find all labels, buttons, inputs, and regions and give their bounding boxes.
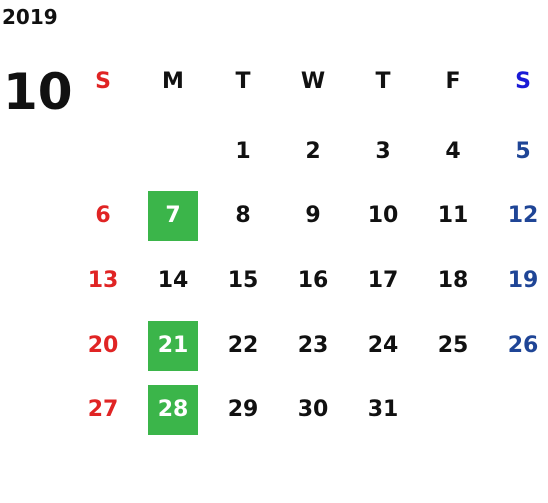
day: 3: [375, 139, 391, 164]
day: 31: [367, 397, 399, 422]
day: 24: [367, 333, 399, 358]
day: 5: [515, 139, 531, 164]
day: 20: [87, 333, 119, 358]
day: 27: [87, 397, 119, 422]
day: 11: [437, 203, 469, 228]
day: 8: [235, 203, 251, 228]
day: 22: [227, 333, 259, 358]
weekday-label: T: [375, 69, 391, 94]
day: 19: [507, 268, 539, 293]
day: 29: [227, 397, 259, 422]
weekday-label: M: [162, 69, 184, 94]
day: 18: [437, 268, 469, 293]
weekday-label: S: [95, 69, 111, 94]
day: 4: [445, 139, 461, 164]
day: 30: [297, 397, 329, 422]
day: 14: [157, 268, 189, 293]
day: 9: [305, 203, 321, 228]
day: 16: [297, 268, 329, 293]
day: 23: [297, 333, 329, 358]
day: 6: [95, 203, 111, 228]
weekday-label: F: [445, 69, 461, 94]
day: 12: [507, 203, 539, 228]
year: 2019: [2, 5, 58, 29]
highlighted-day: 21: [148, 321, 198, 371]
day: 15: [227, 268, 259, 293]
weekday-label: S: [515, 69, 531, 94]
day: 17: [367, 268, 399, 293]
weekday-label: W: [300, 69, 326, 94]
highlighted-day: 7: [148, 191, 198, 241]
weekday-label: T: [235, 69, 251, 94]
highlighted-day: 28: [148, 385, 198, 435]
day: 2: [305, 139, 321, 164]
day: 13: [87, 268, 119, 293]
day: 1: [235, 139, 251, 164]
day: 10: [367, 203, 399, 228]
month: 10: [3, 63, 73, 121]
day: 26: [507, 333, 539, 358]
day: 25: [437, 333, 469, 358]
